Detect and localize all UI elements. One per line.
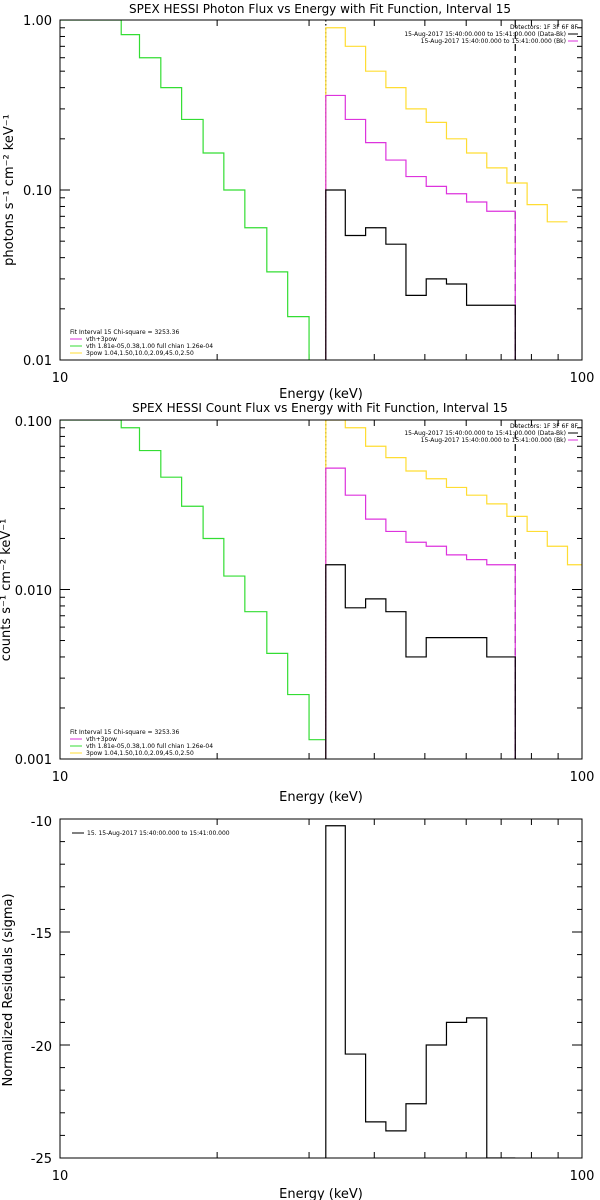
legend-top-right-line: 15-Aug-2017 15:40:00.000 to 15:41:00.000… bbox=[404, 31, 566, 38]
series-line bbox=[325, 564, 516, 759]
legend-bottom-left-line: vth+3pow bbox=[86, 336, 117, 343]
legend-top-left-line: 15. 15-Aug-2017 15:40:00.000 to 15:41:00… bbox=[87, 830, 230, 837]
series-line bbox=[325, 825, 516, 1158]
x-tick-label: 100 bbox=[570, 1169, 595, 1184]
series-line bbox=[60, 420, 327, 759]
series-line bbox=[60, 20, 310, 360]
plot-frame bbox=[59, 19, 583, 361]
legend-bottom-left-line: Fit Interval 15 Chi-square = 3253.36 bbox=[70, 729, 179, 736]
y-axis-label: photons s⁻¹ cm⁻² keV⁻¹ bbox=[2, 114, 17, 266]
y-tick-label: -10 bbox=[31, 815, 52, 830]
x-tick-label: 10 bbox=[52, 1169, 69, 1184]
y-tick-label: 0.010 bbox=[15, 584, 52, 599]
count-flux-panel: SPEX HESSI Count Flux vs Energy with Fit… bbox=[0, 401, 594, 805]
series-line bbox=[325, 420, 582, 759]
x-tick-label: 10 bbox=[52, 770, 69, 785]
plot-frame bbox=[59, 818, 583, 1159]
chart-title: SPEX HESSI Photon Flux vs Energy with Fi… bbox=[129, 2, 511, 16]
legend-top-right-line: 15-Aug-2017 15:40:00.000 to 15:41:00.000… bbox=[404, 430, 566, 437]
y-tick-label: 0.10 bbox=[23, 184, 52, 199]
legend-bottom-left-line: 3pow 1.04,1.50,10.0,2.09,45.0,2.50 bbox=[86, 750, 194, 757]
y-tick-label: 0.100 bbox=[15, 415, 52, 430]
series-line bbox=[325, 467, 516, 759]
series-line bbox=[325, 27, 568, 360]
y-tick-label: 1.00 bbox=[23, 14, 52, 29]
y-tick-label: 0.001 bbox=[15, 753, 52, 768]
residuals-panel: -25 -20 -15 -10 10 100 Energy (keV) Norm… bbox=[1, 815, 594, 1200]
y-axis-label: counts s⁻¹ cm⁻² keV⁻¹ bbox=[0, 519, 14, 662]
y-tick-label: -25 bbox=[31, 1152, 52, 1167]
legend-top-right-line: 15-Aug-2017 15:40:00.000 to 15:41:00.000… bbox=[421, 38, 566, 45]
x-axis-label: Energy (keV) bbox=[279, 790, 363, 805]
legend-bottom-left-line: Fit Interval 15 Chi-square = 3253.36 bbox=[70, 329, 179, 336]
chart-title: SPEX HESSI Count Flux vs Energy with Fit… bbox=[132, 401, 508, 415]
legend-top-right-line: 15-Aug-2017 15:40:00.000 to 15:41:00.000… bbox=[421, 437, 566, 444]
x-tick-label: 100 bbox=[570, 371, 595, 386]
legend-bottom-left-line: 3pow 1.04,1.50,10.0,2.09,45.0,2.50 bbox=[86, 350, 194, 357]
x-tick-label: 10 bbox=[52, 371, 69, 386]
legend-bottom-left-line: vth+3pow bbox=[86, 736, 117, 743]
photon-flux-panel: SPEX HESSI Photon Flux vs Energy with Fi… bbox=[2, 2, 594, 402]
x-tick-label: 100 bbox=[570, 770, 595, 785]
plot-frame bbox=[59, 419, 583, 760]
x-axis-label: Energy (keV) bbox=[279, 1187, 363, 1200]
x-axis-label: Energy (keV) bbox=[279, 387, 363, 402]
y-tick-label: 0.01 bbox=[23, 354, 52, 369]
legend-bottom-left-line: vth 1.81e-05,0.38,1.00 full chian 1.26e-… bbox=[86, 343, 213, 350]
series-line bbox=[325, 189, 516, 360]
legend-top-right-line: Detectors: 1F 3F 6F 8F bbox=[510, 24, 579, 31]
y-tick-label: -20 bbox=[31, 1040, 52, 1055]
y-tick-label: -15 bbox=[31, 927, 52, 942]
y-axis-label: Normalized Residuals (sigma) bbox=[1, 893, 16, 1086]
legend-bottom-left-line: vth 1.81e-05,0.38,1.00 full chian 1.26e-… bbox=[86, 743, 213, 750]
legend-top-right-line: Detectors: 1F 3F 6F 8F bbox=[510, 423, 579, 430]
series-line bbox=[325, 94, 516, 360]
